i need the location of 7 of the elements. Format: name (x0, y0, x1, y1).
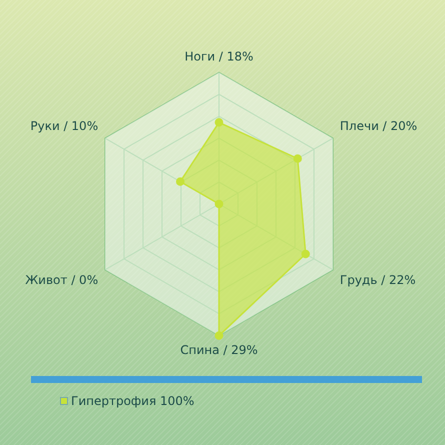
spoke-label: Плечи / 20% (340, 119, 418, 134)
spoke-label: Спина / 29% (180, 342, 258, 357)
spoke-label: Живот / 0% (25, 273, 98, 288)
spoke-label: Руки / 10% (30, 119, 98, 134)
spoke-label: Грудь / 22% (340, 273, 416, 288)
legend-label: Гипертрофия 100% (71, 394, 194, 408)
spoke-label: Ноги / 18% (184, 49, 254, 64)
